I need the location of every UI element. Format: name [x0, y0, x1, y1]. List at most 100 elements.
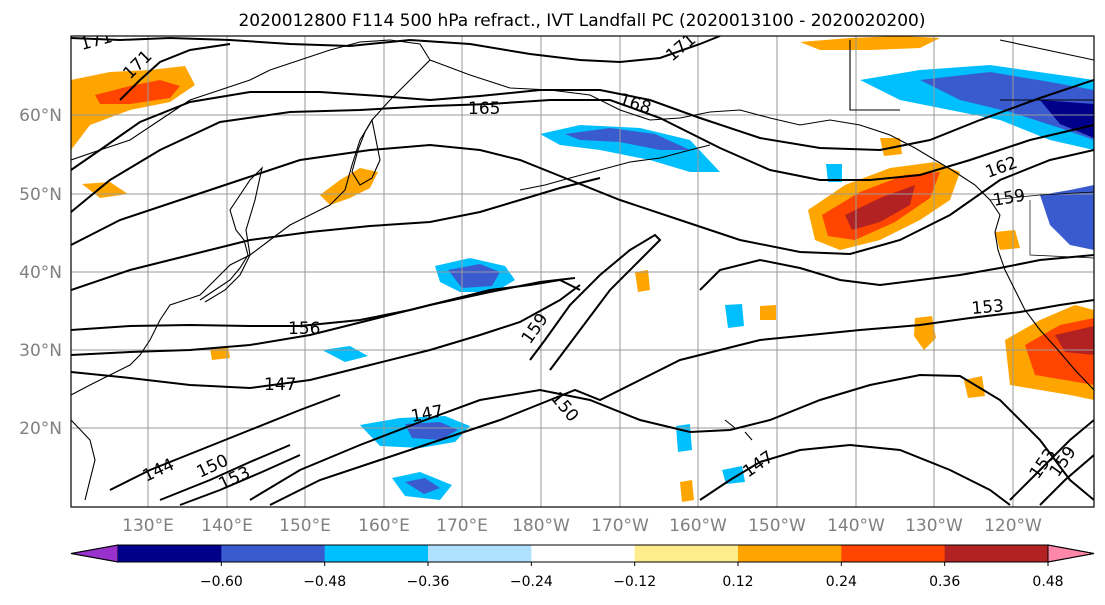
latitude-label: 50°N	[19, 185, 62, 205]
latitude-labels: 60°N 50°N 40°N 30°N 20°N	[19, 106, 62, 439]
longitude-label: 180°W	[512, 516, 570, 536]
colorbar-extend-low	[70, 544, 119, 563]
colorbar-tick-label: 0.24	[826, 574, 857, 590]
longitude-label: 150°W	[748, 516, 806, 536]
colorbar	[70, 544, 1095, 563]
contour-153-se	[1009, 419, 1094, 501]
shade-blob-orange-small2	[635, 270, 650, 292]
map-frame	[70, 35, 1095, 508]
contour-168	[71, 79, 1094, 171]
coastline-asia	[71, 39, 431, 396]
contour-162	[71, 143, 1094, 256]
colorbar-tick-label: 0.12	[722, 574, 753, 590]
shade-blob-top-orange	[800, 36, 940, 50]
coastline-hudson	[849, 39, 1094, 111]
colorbar-swatch	[944, 545, 1049, 562]
colorbar-swatch	[324, 545, 429, 562]
coastline-north-america	[994, 214, 1094, 391]
shade-blob-blue-small1	[725, 304, 744, 328]
contour-171b	[119, 43, 231, 101]
colorbar-swatch	[634, 545, 739, 562]
longitude-label: 160°W	[669, 516, 727, 536]
colorbar-swatch	[738, 545, 842, 562]
latitude-label: 40°N	[19, 263, 62, 283]
colorbar-swatch	[531, 545, 636, 562]
coastlines	[71, 39, 1094, 501]
longitude-label: 140°W	[827, 516, 885, 536]
longitude-label: 120°W	[984, 516, 1042, 536]
colorbar-tick-label: 0.48	[1032, 574, 1063, 590]
contour-156	[71, 278, 581, 331]
longitude-labels: 130°E 140°E 150°E 160°E 170°E 180°W 170°W 160°W…	[122, 516, 1042, 536]
shade-blob-bering-dark	[565, 128, 690, 150]
colorbar-tick-labels: −0.60 −0.48 −0.36 −0.24 −0.12 0.12 0.24 0.36 0.4…	[200, 562, 1064, 590]
colorbar-tick-label: 0.36	[929, 574, 960, 590]
contour-153-east	[529, 233, 662, 371]
colorbar-swatch	[428, 545, 532, 562]
graticule	[71, 36, 1094, 507]
contour-165	[71, 99, 1094, 213]
shade-blob-south-dark	[405, 422, 458, 440]
shade-blob-canada-dark	[920, 72, 1094, 140]
shade-blob-west-us-blue	[1040, 185, 1094, 250]
colorbar-frame	[70, 544, 1095, 563]
shade-blob-blue-small5	[826, 164, 842, 182]
colorbar-swatch	[841, 545, 946, 562]
longitude-label: 170°W	[591, 516, 649, 536]
latitude-label: 60°N	[19, 106, 62, 126]
longitude-label: 170°E	[436, 516, 488, 536]
longitude-label: 150°E	[279, 516, 331, 536]
contour-label: 153	[971, 296, 1005, 319]
contour-label: 147	[264, 375, 296, 395]
shade-blob-orange-small3	[680, 480, 694, 502]
coastline-japan	[199, 166, 263, 303]
longitude-label: 140°E	[201, 516, 253, 536]
colorbar-tick-label: −0.24	[510, 574, 553, 590]
shade-blob-south-dark2	[405, 478, 440, 494]
colorbar-tick-label: −0.36	[407, 574, 450, 590]
latitude-label: 30°N	[19, 341, 62, 361]
contour-label: 156	[288, 319, 320, 339]
contour-159	[71, 177, 601, 291]
contour-150-south	[159, 444, 291, 501]
contour-150	[269, 299, 1094, 506]
colorbar-swatch	[221, 545, 326, 562]
contour-153-south	[179, 454, 301, 506]
coastline-philippines	[71, 419, 96, 501]
contour-144	[109, 394, 341, 491]
contour-156-east	[699, 254, 1094, 291]
longitude-label: 130°W	[905, 516, 963, 536]
contour-147b	[249, 373, 1094, 501]
map-title: 2020012800 F114 500 hPa refract., IVT La…	[238, 11, 925, 31]
shade-blob-kamchatka	[320, 168, 378, 205]
coastline-aleutians	[519, 144, 711, 191]
coastline-hawaii	[724, 419, 753, 441]
shade-blob-orange-small4	[760, 305, 776, 320]
longitude-label: 130°E	[122, 516, 174, 536]
contour-159-se	[1039, 454, 1094, 506]
longitude-label: 160°E	[358, 516, 410, 536]
shade-blob-gulf-darkred	[845, 185, 915, 230]
colorbar-tick-label: −0.12	[613, 574, 656, 590]
colorbar-extend-high	[1047, 544, 1095, 563]
contour-153-central	[71, 277, 576, 356]
coastline-kamchatka	[351, 118, 381, 186]
shade-blob-central-dark	[448, 264, 500, 288]
shade-blob-orange-small1	[995, 230, 1020, 250]
shaded-field	[71, 36, 1094, 502]
colorbar-tick-label: −0.60	[200, 574, 243, 590]
shade-blob-blue-small3	[722, 466, 745, 484]
contour-147	[71, 284, 581, 390]
contour-171	[71, 36, 721, 64]
shade-blob-ca-darkred	[1055, 326, 1094, 355]
refractivity-contours	[71, 36, 1094, 506]
shade-blob-nw-red	[95, 80, 180, 104]
coastline-alaska	[429, 59, 1001, 216]
contour-147-south	[699, 443, 1011, 506]
map-panel: 171 171 171 165 168 162 159 156 153 147 …	[70, 35, 1095, 508]
latitude-label: 20°N	[19, 419, 62, 439]
colorbar-tick-label: −0.48	[303, 574, 346, 590]
contour-label: 165	[468, 99, 500, 119]
